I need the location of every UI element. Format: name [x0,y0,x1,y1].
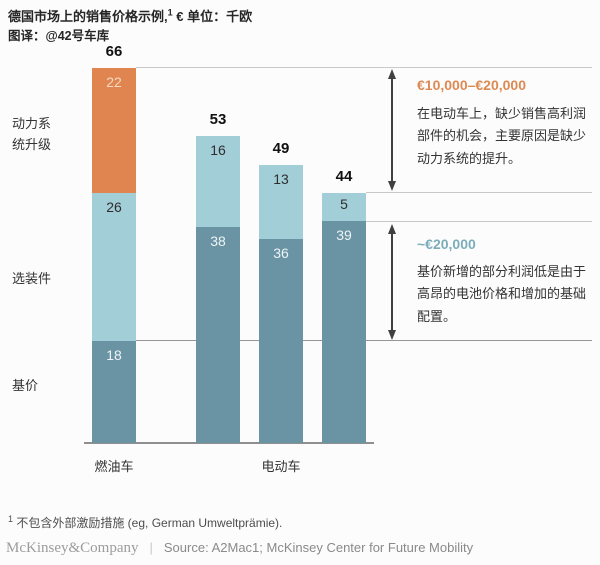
footnote: 1 不包含外部激励措施 (eg, German Umweltprämie). [8,514,282,531]
row-label-line2: 统升级 [12,137,52,153]
bar-total-49: 49 [272,140,290,157]
bar-segment-options: 5 [322,193,366,221]
segment-value-label: 36 [273,245,289,261]
segment-value-label: 16 [210,142,226,158]
segment-value-label: 39 [336,227,352,243]
title-footnote-marker: 1 [167,7,173,18]
annotation-lower-text: 基价新增的部分利润低是由于高昂的电池价格和增加的基础配置。 [417,264,587,324]
bar-segment-base-price: 18 [92,341,136,443]
reference-line-39 [366,221,592,222]
annotation-lower-range: ~€20,000 [417,236,476,252]
x-label-electric-car: 电动车 [261,459,301,474]
subtitle-credit: 图译：@42号车库 [8,29,110,43]
x-label-fuel-car: 燃油车 [94,459,134,474]
bar-fuel-car: 22 26 18 [92,68,136,443]
bar-ev-2: 13 36 [259,165,303,443]
x-axis-line [84,442,374,444]
footer: McKinsey&Company | Source: A2Mac1; McKin… [6,540,473,557]
segment-value-label: 22 [106,74,122,90]
bar-ev-1: 16 38 [196,136,240,443]
row-label-options: 选装件 [12,271,52,286]
segment-value-label: 13 [273,171,289,187]
bar-segment-powertrain-upgrade: 22 [92,68,136,193]
page-title: 德国市场上的销售价格示例,1 € 单位：千欧 [8,6,252,25]
double-arrow-lower [391,233,393,331]
bar-segment-base-price: 36 [259,239,303,443]
mckinsey-logo: McKinsey&Company [6,540,139,556]
footnote-marker: 1 [8,514,14,524]
bar-segment-options: 26 [92,193,136,341]
title-unit: € 单位：千欧 [172,9,253,24]
reference-line-44 [366,192,592,193]
bar-segment-options: 16 [196,136,240,227]
row-label-base-price: 基价 [12,378,39,393]
bar-total-66: 66 [105,43,123,60]
annotation-upper-range: €10,000–€20,000 [417,77,526,93]
segment-value-label: 5 [340,196,348,212]
source-credit: Source: A2Mac1; McKinsey Center for Futu… [163,540,474,555]
segment-value-label: 26 [106,199,122,215]
bar-total-53: 53 [209,111,227,128]
row-label-powertrain-upgrade: 动力系 统升级 [12,113,60,156]
footer-divider: | [149,540,153,555]
bar-segment-options: 13 [259,165,303,239]
bar-total-44: 44 [335,168,353,185]
bar-segment-base-price: 39 [322,221,366,443]
footnote-text: 不包含外部激励措施 (eg, German Umweltprämie). [13,516,283,530]
row-label-line1: 动力系 [12,116,52,131]
bar-ev-3: 5 39 [322,193,366,443]
segment-value-label: 38 [210,233,226,249]
bar-segment-base-price: 38 [196,227,240,443]
reference-line-66 [136,67,592,68]
title-main: 德国市场上的销售价格示例, [8,9,168,24]
annotation-upper-text: 在电动车上，缺少销售高利润部件的机会，主要原因是缺少动力系统的提升。 [417,106,587,166]
segment-value-label: 18 [106,347,122,363]
double-arrow-upper [391,78,393,182]
